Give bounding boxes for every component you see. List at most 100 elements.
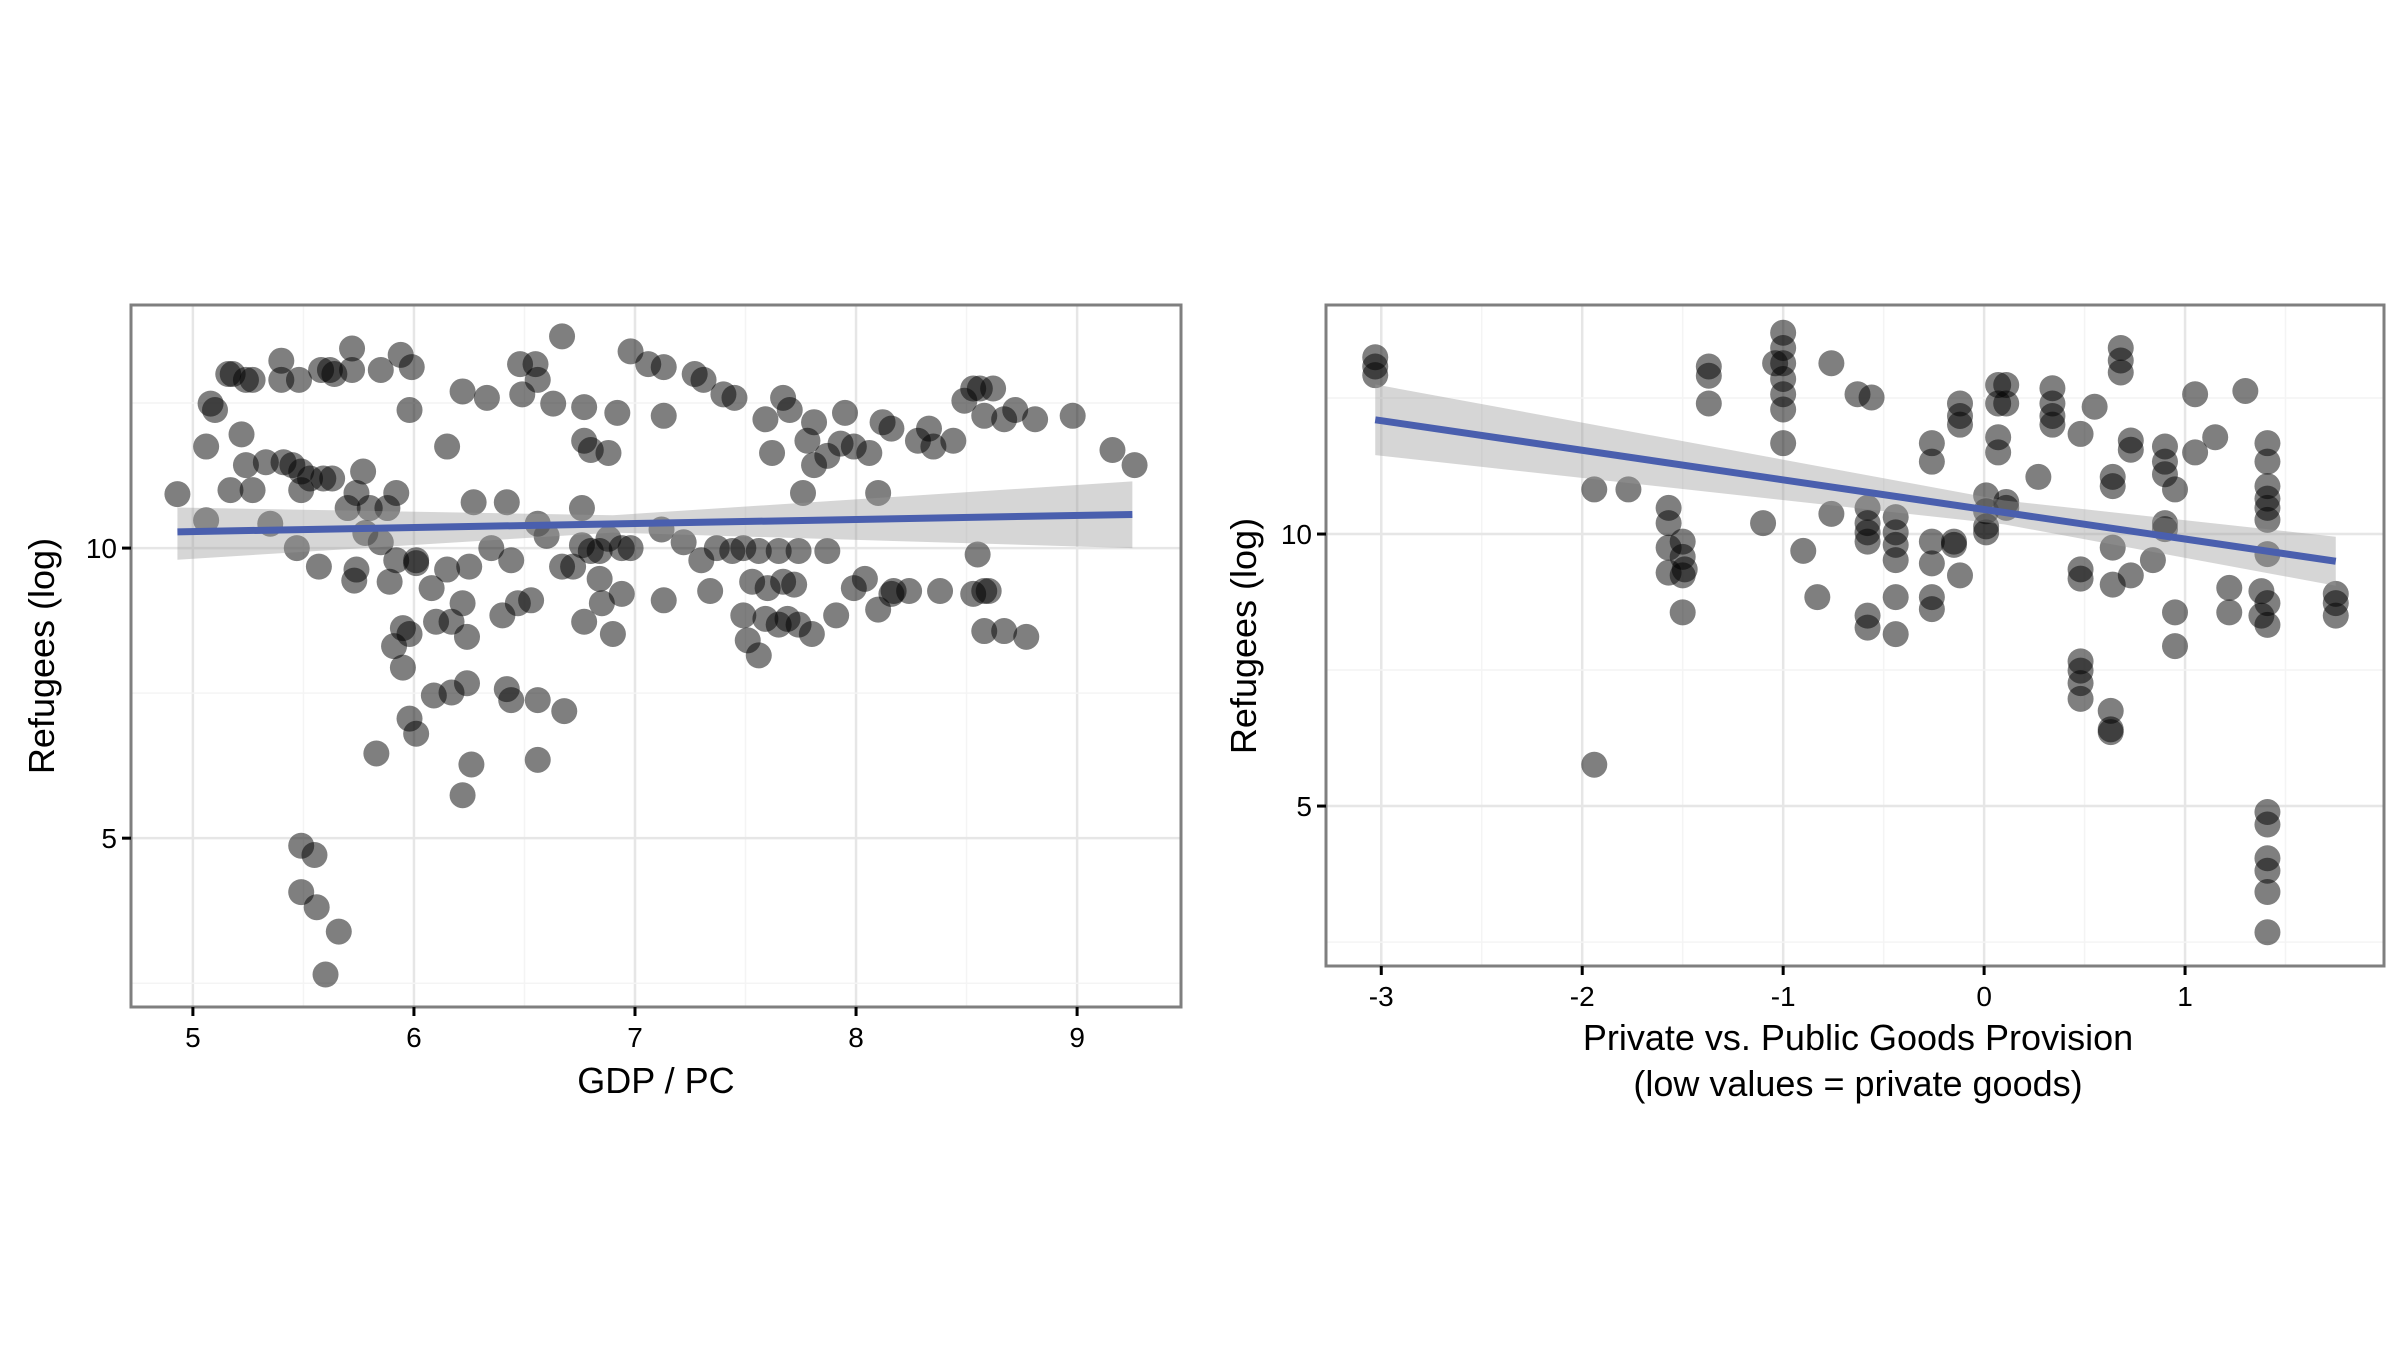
data-point (381, 633, 408, 660)
data-point (524, 746, 551, 773)
data-point (2254, 448, 2281, 475)
data-point (1671, 556, 1698, 583)
data-point (2139, 547, 2166, 574)
data-point (2162, 633, 2189, 660)
data-point (697, 578, 724, 605)
data-point (878, 415, 905, 442)
data-point (2039, 411, 2066, 438)
right-x-axis-title: Private vs. Public Goods Provision (1583, 1017, 2133, 1058)
data-point (595, 439, 622, 466)
right-x-axis-subtitle: (low values = private goods) (1633, 1063, 2082, 1104)
x-tick-label: 7 (627, 1022, 643, 1053)
data-point (1655, 510, 1682, 537)
left-panel-gdp: 5 6 7 8 9 5 10 (86, 303, 1183, 1053)
data-point (1695, 362, 1722, 389)
y-tick-label: 5 (101, 823, 117, 854)
data-point (975, 578, 1002, 605)
data-point (434, 556, 461, 583)
data-point (1854, 614, 1881, 641)
right-y-axis-title: Refugees (log) (1223, 518, 1264, 754)
data-point (1818, 500, 1845, 527)
data-point (456, 553, 483, 580)
data-point (403, 550, 430, 577)
data-point (498, 547, 525, 574)
data-point (2067, 565, 2094, 592)
panel-border (129, 303, 1183, 1009)
x-tick-label: 9 (1069, 1022, 1085, 1053)
data-point (599, 620, 626, 647)
data-point (164, 481, 191, 508)
data-point (785, 611, 812, 638)
data-point (2067, 420, 2094, 447)
data-point (2254, 430, 2281, 457)
data-point (1804, 584, 1831, 611)
data-point (2254, 811, 2281, 838)
y-tick-label: 10 (86, 533, 117, 564)
panel-border (1324, 303, 2386, 968)
data-point (1882, 547, 1909, 574)
data-point (2254, 857, 2281, 884)
data-point (1362, 362, 1389, 389)
data-point (991, 618, 1018, 645)
x-tick-label: 1 (2177, 981, 2193, 1012)
data-point (1854, 528, 1881, 555)
data-point (367, 356, 394, 383)
data-point (1790, 537, 1817, 564)
plot-area (1326, 305, 2384, 966)
data-point (454, 670, 480, 697)
data-point (1762, 350, 1789, 377)
data-point (690, 366, 717, 393)
data-point (776, 397, 803, 424)
data-point (493, 489, 520, 516)
data-point (193, 507, 220, 534)
data-point (1669, 599, 1696, 626)
data-point (832, 399, 858, 426)
data-point (1695, 390, 1722, 417)
data-point (1985, 439, 2012, 466)
data-point (217, 477, 244, 504)
data-point (971, 618, 998, 645)
data-point (268, 347, 295, 374)
data-point (449, 590, 476, 617)
data-point (193, 433, 220, 460)
data-point (1918, 596, 1945, 623)
data-point (2232, 377, 2259, 404)
data-point (350, 458, 377, 485)
data-point (604, 399, 631, 426)
data-point (478, 535, 505, 562)
data-point (460, 489, 487, 516)
data-point (498, 687, 525, 714)
data-point (2099, 473, 2126, 500)
x-tick-label: 0 (1976, 981, 1992, 1012)
data-point (524, 687, 551, 714)
data-point (721, 384, 748, 411)
data-point (2216, 599, 2243, 626)
data-point (2025, 463, 2052, 490)
data-point (814, 537, 841, 564)
confidence-band (1375, 384, 2336, 586)
data-point (339, 335, 366, 362)
data-point (759, 439, 786, 466)
data-point (202, 397, 228, 424)
data-point (2254, 919, 2281, 946)
data-point (1750, 510, 1777, 537)
data-point (2099, 534, 2126, 561)
data-point (1858, 384, 1885, 411)
data-point (434, 433, 461, 460)
data-point (383, 547, 410, 574)
y-tick-label: 5 (1296, 791, 1312, 822)
data-point (383, 479, 410, 506)
data-point (389, 654, 416, 681)
data-point (745, 537, 772, 564)
left-x-axis-title: GDP / PC (577, 1060, 734, 1101)
data-point (376, 568, 403, 595)
data-point (730, 602, 757, 629)
data-point (608, 580, 635, 607)
data-point (2216, 574, 2243, 601)
data-point (2182, 381, 2209, 408)
data-point (325, 918, 352, 945)
data-point (2117, 562, 2144, 589)
data-point (2097, 697, 2124, 724)
data-point (920, 433, 947, 460)
data-point (1946, 411, 1973, 438)
